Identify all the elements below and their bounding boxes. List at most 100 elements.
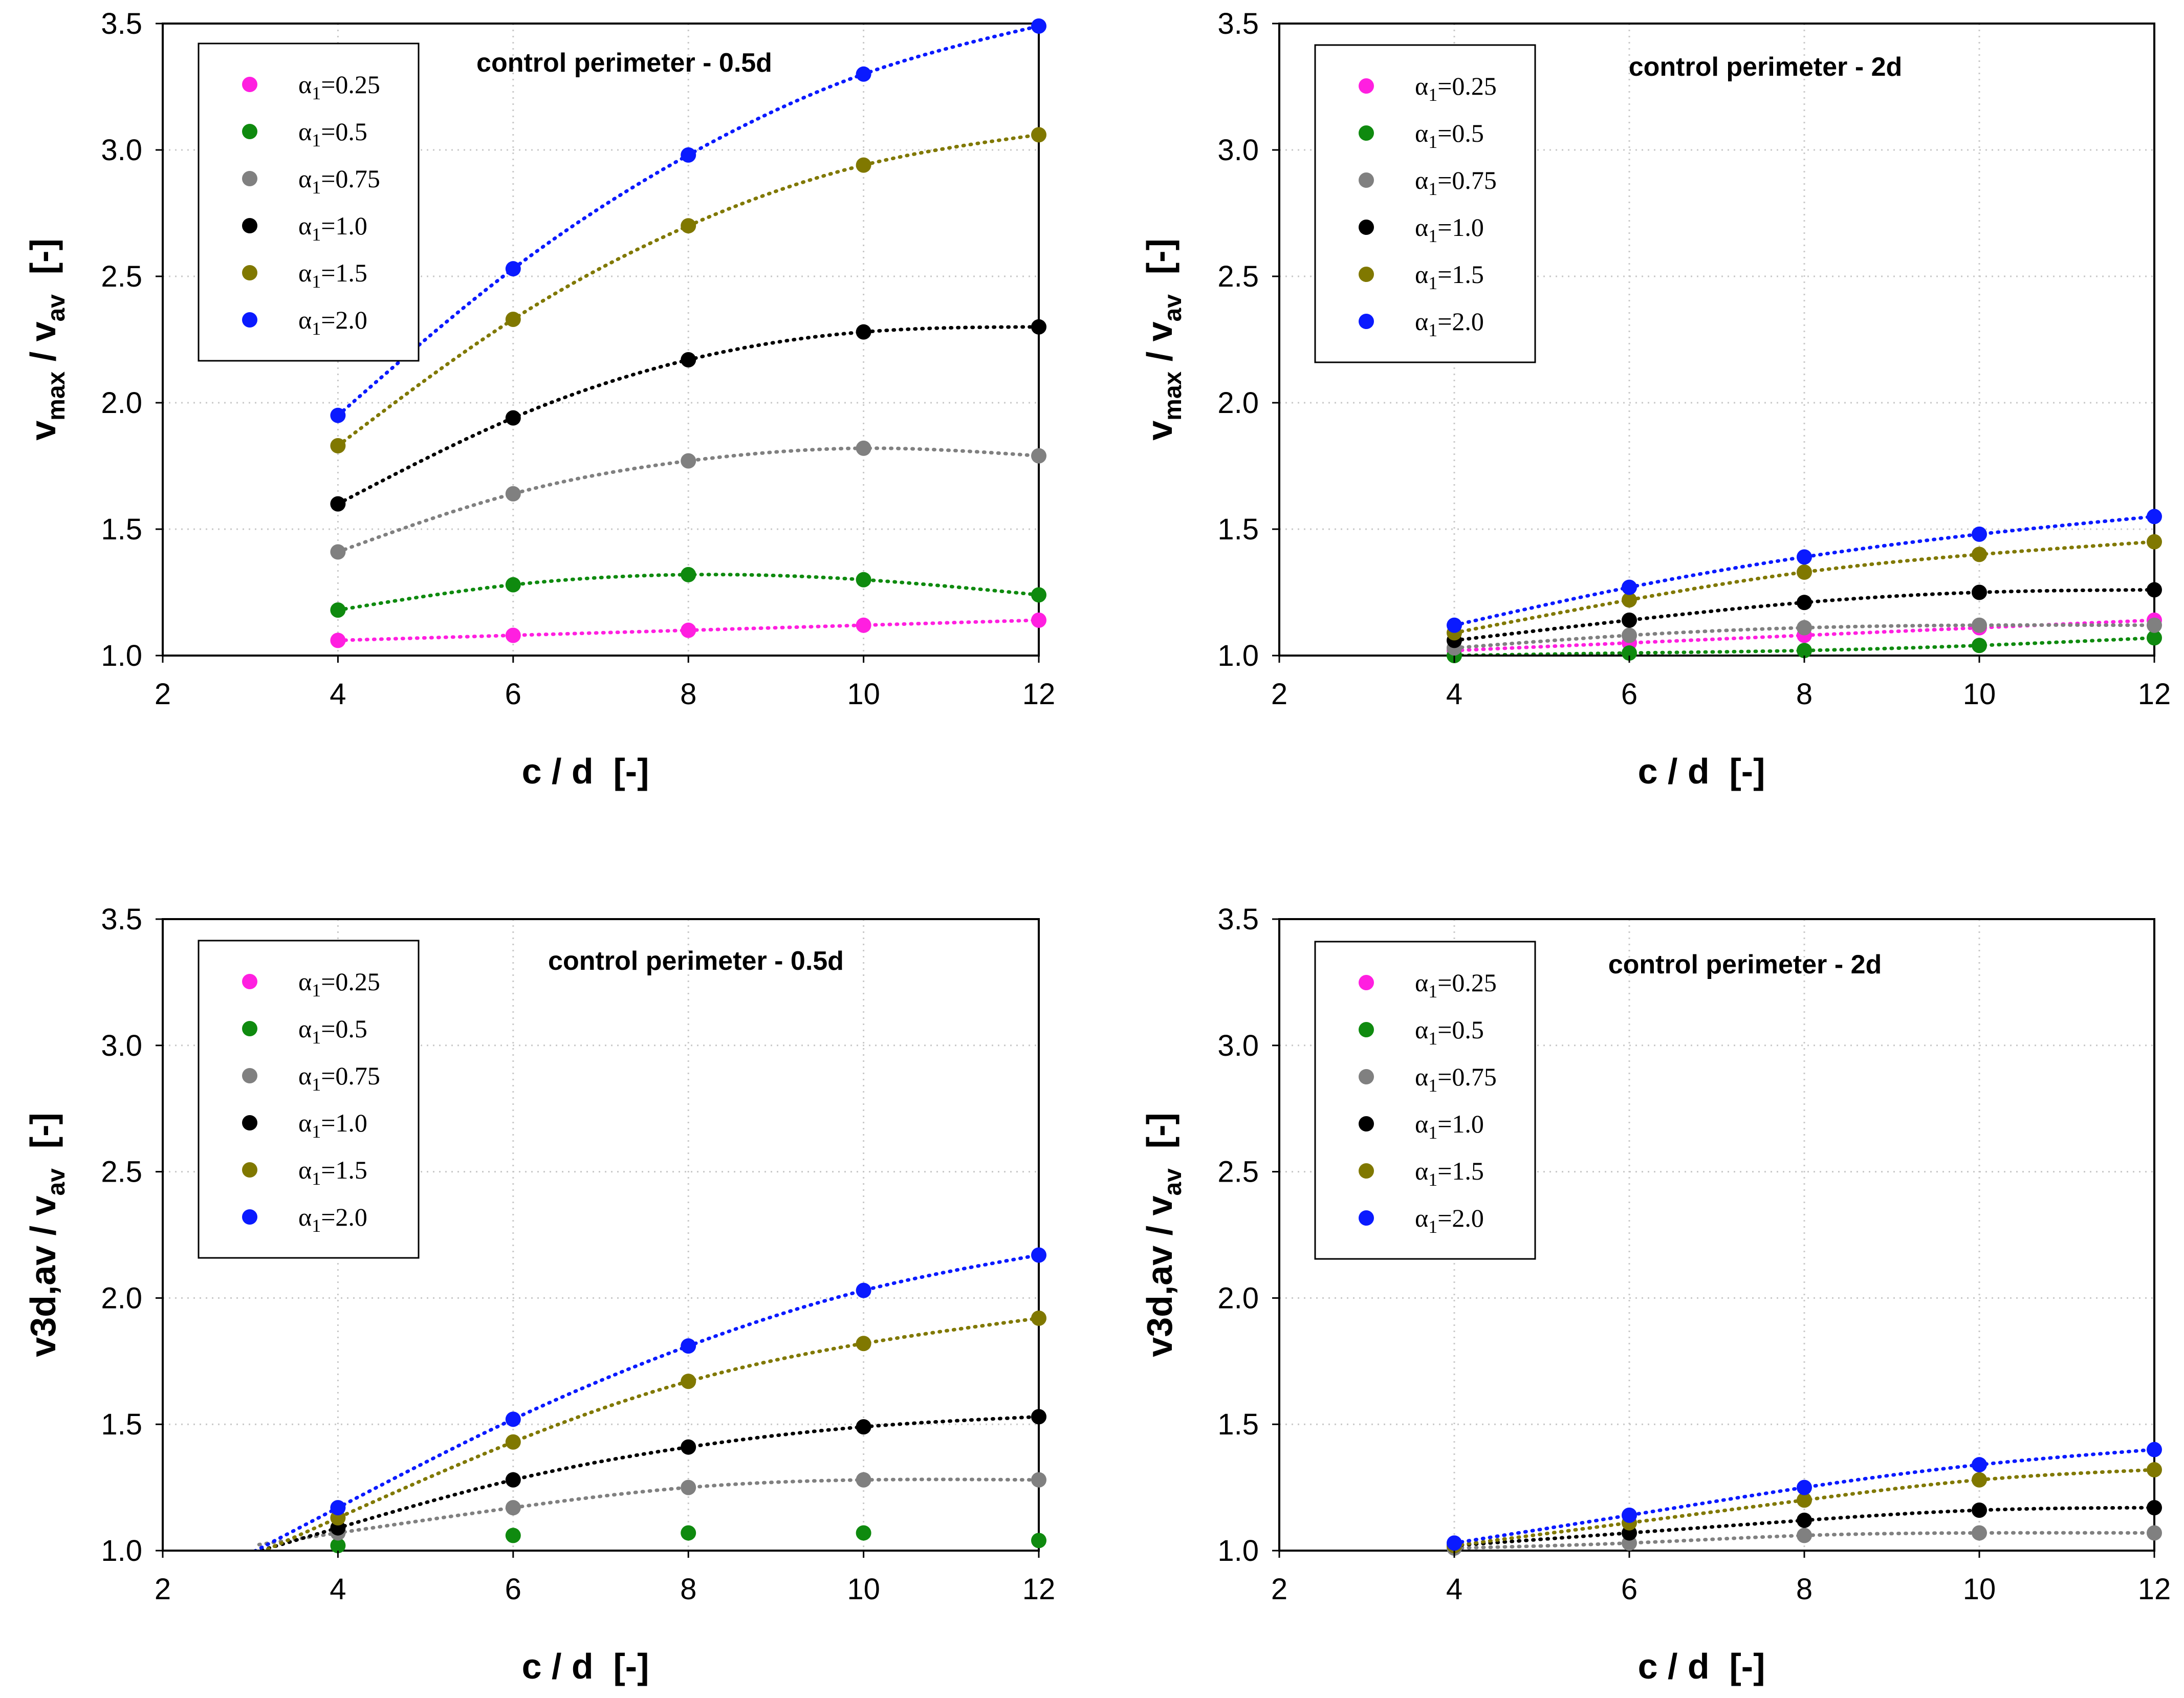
x-tick-label: 4 bbox=[330, 1573, 346, 1606]
panel-title: control perimeter - 2d bbox=[1629, 52, 1903, 82]
x-tick-label: 12 bbox=[1022, 678, 1056, 711]
legend: α1=0.25 α1=0.5 α1=0.75 α1=1.0 α1=1.5 α1=2.0 bbox=[1314, 44, 1536, 363]
point-1-2-0 bbox=[681, 147, 696, 163]
point-1-2-0 bbox=[2147, 509, 2162, 525]
legend-marker-1-0-25 bbox=[1359, 975, 1374, 990]
point-1-2-0 bbox=[505, 261, 521, 277]
point-1-1-5 bbox=[856, 1336, 871, 1352]
point-1-0-5 bbox=[1031, 1533, 1046, 1549]
plot-frame bbox=[1278, 918, 2155, 1552]
point-1-1-5 bbox=[1972, 547, 1987, 562]
legend-label: α1=1.5 bbox=[1415, 1157, 1484, 1190]
y-tick-label: 2.0 bbox=[101, 1281, 142, 1315]
trend-lines bbox=[336, 24, 1039, 642]
legend: α1=0.25 α1=0.5 α1=0.75 α1=1.0 α1=1.5 α1=2.0 bbox=[198, 940, 420, 1259]
legend-marker-1-2-0 bbox=[1359, 1210, 1374, 1226]
y-tick-label: 1.0 bbox=[101, 639, 142, 672]
point-1-1-5 bbox=[856, 157, 871, 173]
panel-bottom-right: 2 4 6 8 10 12 1.0 1.5 2.0 2.5 3.0 3.5 c / d [-] v3d,a… bbox=[1140, 903, 2171, 1686]
y-tick-label: 3.5 bbox=[1217, 7, 1259, 40]
x-axis-title: c / d [-] bbox=[1638, 1646, 1765, 1686]
point-1-0-75 bbox=[330, 544, 346, 560]
legend-label: α1=1.5 bbox=[1415, 260, 1484, 293]
point-1-0-25 bbox=[856, 617, 871, 633]
point-1-1-0 bbox=[681, 352, 696, 368]
panel-bottom-left: 2 4 6 8 10 12 1.0 1.5 2.0 2.5 3.0 3.5 c / d [-] v3d,a… bbox=[23, 903, 1055, 1686]
point-1-0-75 bbox=[856, 1472, 871, 1488]
y-tick-label: 2.0 bbox=[1217, 1281, 1259, 1315]
point-1-1-0 bbox=[1797, 1512, 1812, 1528]
x-tick-label: 8 bbox=[1796, 678, 1812, 711]
x-tick-label: 4 bbox=[1446, 678, 1462, 711]
legend-marker-1-2-0 bbox=[242, 312, 257, 328]
point-1-0-75 bbox=[1031, 1472, 1046, 1488]
x-tick-label: 10 bbox=[1963, 678, 1996, 711]
legend-label: α1=2.0 bbox=[298, 306, 367, 339]
legend-marker-1-0-5 bbox=[1359, 125, 1374, 141]
point-1-0-75 bbox=[681, 1479, 696, 1495]
point-1-0-5 bbox=[1031, 587, 1046, 603]
point-1-1-5 bbox=[681, 218, 696, 234]
point-1-0-5 bbox=[1972, 638, 1987, 654]
legend-marker-1-1-0 bbox=[242, 218, 257, 233]
point-1-1-0 bbox=[1622, 612, 1637, 628]
legend-marker-1-0-5 bbox=[1359, 1022, 1374, 1037]
legend-label: α1=1.0 bbox=[1415, 1109, 1484, 1143]
point-1-2-0 bbox=[856, 1282, 871, 1298]
point-1-1-0 bbox=[1797, 595, 1812, 611]
x-tick-label: 6 bbox=[1621, 1573, 1637, 1606]
point-1-1-0 bbox=[2147, 582, 2162, 598]
y-tick-label: 1.0 bbox=[101, 1534, 142, 1568]
point-1-1-0 bbox=[1031, 1409, 1046, 1425]
plot-frame bbox=[162, 23, 1040, 657]
point-1-0-5 bbox=[1622, 645, 1637, 661]
x-tick-label: 12 bbox=[1022, 1573, 1056, 1606]
legend-label: α1=0.75 bbox=[1415, 1062, 1497, 1096]
y-tick-label: 1.5 bbox=[101, 513, 142, 546]
point-1-1-5 bbox=[330, 438, 346, 453]
y-tick-label: 3.5 bbox=[1217, 903, 1259, 936]
point-1-1-5 bbox=[1031, 1310, 1046, 1326]
x-tick-label: 6 bbox=[505, 678, 521, 711]
point-1-0-75 bbox=[681, 453, 696, 469]
legend-marker-1-0-75 bbox=[1359, 172, 1374, 188]
legend-label: α1=0.25 bbox=[298, 70, 380, 103]
point-1-0-5 bbox=[505, 1528, 521, 1543]
legend-box bbox=[198, 42, 420, 362]
point-1-2-0 bbox=[856, 66, 871, 82]
y-tick-label: 2.0 bbox=[1217, 386, 1259, 420]
y-tick-label: 1.0 bbox=[1217, 1534, 1259, 1568]
x-tick-label: 12 bbox=[2138, 1573, 2171, 1606]
legend-label: α1=0.5 bbox=[298, 1014, 367, 1048]
y-tick-label: 2.5 bbox=[1217, 260, 1259, 293]
point-1-0-5 bbox=[681, 1525, 696, 1541]
point-1-2-0 bbox=[1797, 1479, 1812, 1495]
x-tick-label: 4 bbox=[330, 678, 346, 711]
legend-box bbox=[1314, 941, 1536, 1260]
panel-title: control perimeter - 0.5d bbox=[548, 946, 844, 976]
point-1-0-5 bbox=[856, 572, 871, 587]
point-1-1-0 bbox=[856, 324, 871, 340]
x-tick-label: 8 bbox=[680, 1573, 696, 1606]
point-1-0-75 bbox=[1972, 617, 1987, 633]
point-1-1-5 bbox=[1797, 564, 1812, 580]
y-tick-label: 2.5 bbox=[1217, 1156, 1259, 1189]
legend-label: α1=1.5 bbox=[298, 258, 367, 292]
point-1-0-75 bbox=[1031, 448, 1046, 464]
x-tick-label: 12 bbox=[2138, 678, 2171, 711]
trend-line-1-0-75 bbox=[336, 446, 1039, 554]
legend-label: α1=0.25 bbox=[1415, 968, 1497, 1002]
point-1-0-5 bbox=[1797, 643, 1812, 659]
point-1-1-0 bbox=[330, 496, 346, 512]
legend-label: α1=0.75 bbox=[298, 164, 380, 198]
svg-text:v3d,av / vav [-]: v3d,av / vav [-] bbox=[23, 1113, 70, 1357]
x-tick-label: 2 bbox=[155, 678, 171, 711]
trend-line-1-0-75 bbox=[257, 1477, 1039, 1547]
x-tick-label: 2 bbox=[1271, 1573, 1287, 1606]
point-1-0-25 bbox=[1031, 612, 1046, 628]
x-tick-label: 8 bbox=[680, 678, 696, 711]
trend-line-1-1-0 bbox=[254, 1414, 1039, 1551]
trend-lines bbox=[253, 1253, 1039, 1551]
point-1-0-75 bbox=[1622, 627, 1637, 643]
